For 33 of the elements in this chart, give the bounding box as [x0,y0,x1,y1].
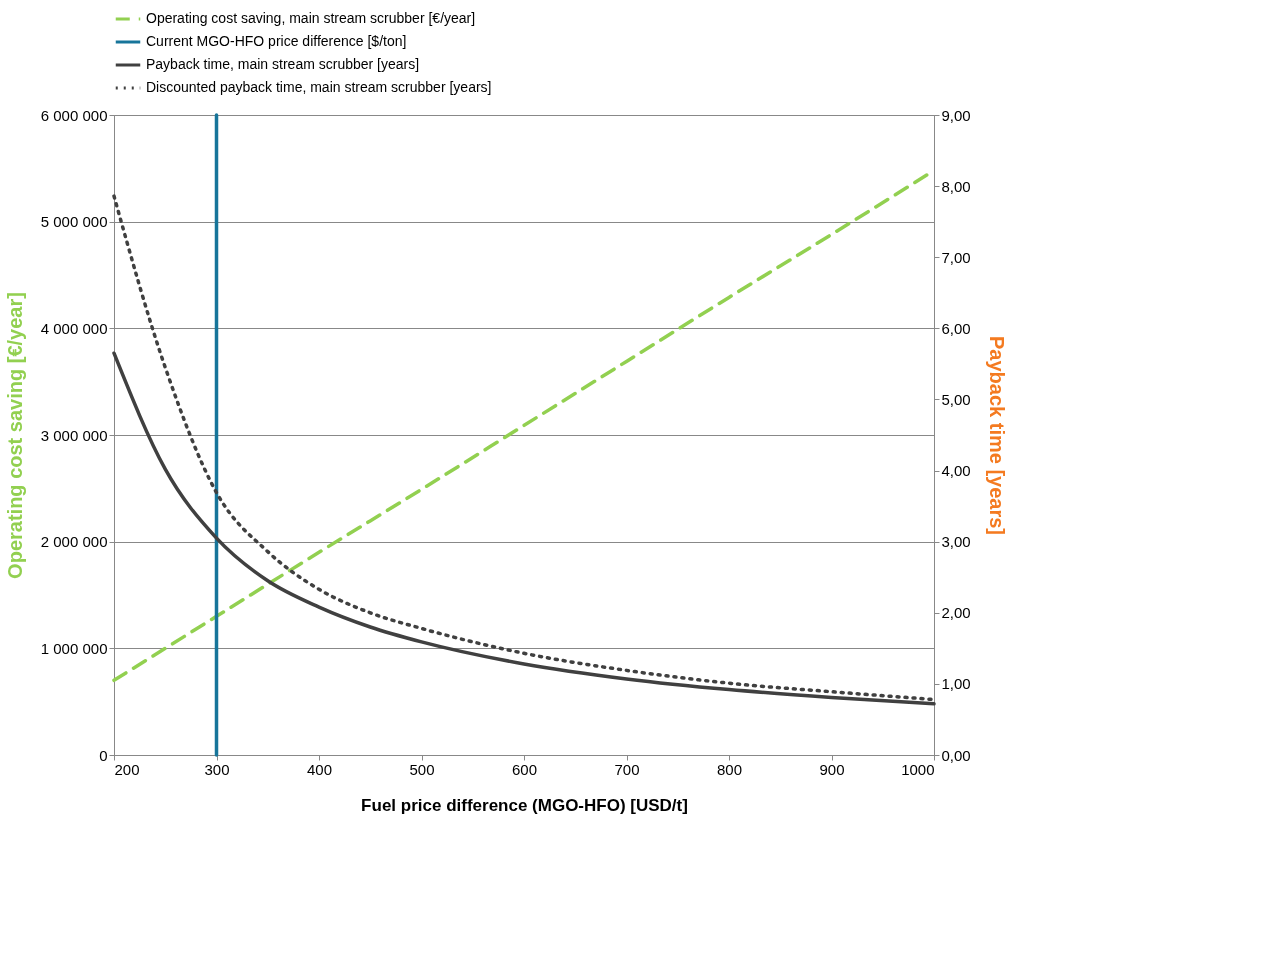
y2-tick-label: 9,00 [941,106,971,124]
x-axis-title: Fuel price difference (MGO-HFO) [USD/t] [361,795,688,815]
y-tick-label: 2 000 000 [40,533,108,551]
y-tick-label: 5 000 000 [40,213,108,231]
legend-label: Discounted payback time, main stream scrubber [years] [146,79,492,95]
y2-tick-label: 3,00 [941,533,971,551]
y2-tick-label: 4,00 [941,462,971,480]
y2-tick-label: 0,00 [941,746,971,764]
y2-tick-label: 7,00 [941,248,971,266]
y-tick-label: 4 000 000 [40,319,108,337]
x-tick-label: 500 [409,760,435,778]
y2-tick-label: 2,00 [941,604,971,622]
x-tick-label: 300 [204,760,230,778]
y2-tick-label: 6,00 [941,319,971,337]
y-axis-title: Operating cost saving [€/year] [3,292,26,579]
x-tick-label: 800 [716,760,743,778]
x-tick-label: 900 [819,760,845,778]
legend-label: Operating cost saving, main stream scrubber [€/year] [146,10,476,26]
x-tick-label: 1000 [901,760,935,778]
y2-tick-label: 8,00 [941,177,971,195]
y-tick-label: 1 000 000 [40,639,108,657]
x-tick-label: 700 [614,760,640,778]
x-tick-label: 400 [306,760,333,778]
y2-axis-title: Payback time [years] [985,335,1008,536]
legend-label: Current MGO-HFO price difference [$/ton] [146,33,407,49]
y-tick-label: 6 000 000 [40,106,108,124]
legend-label: Payback time, main stream scrubber [years] [146,56,420,72]
y-tick-label: 0 [99,746,108,764]
y2-tick-label: 5,00 [941,390,971,408]
x-tick-label: 200 [114,760,140,778]
y-tick-label: 3 000 000 [40,426,108,444]
x-tick-label: 600 [511,760,538,778]
y2-tick-label: 1,00 [941,675,971,693]
